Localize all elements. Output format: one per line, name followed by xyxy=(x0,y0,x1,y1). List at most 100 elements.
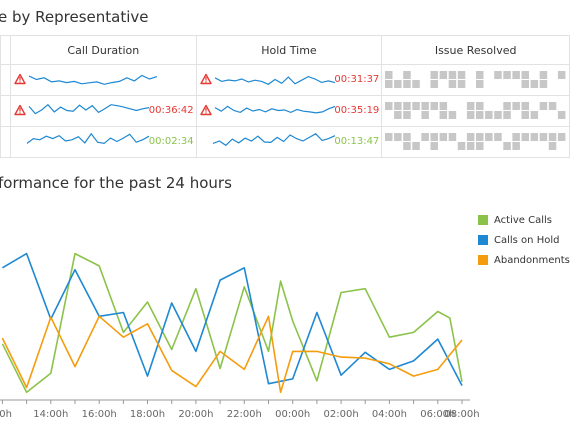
series-line-active-calls xyxy=(1,252,463,394)
win-loss-bar xyxy=(412,111,421,119)
table-header-row: Call Duration Hold Time Issue Resolved xyxy=(0,35,570,65)
sparkline-trend xyxy=(214,75,335,85)
win-loss-bar xyxy=(467,133,475,141)
x-tick-label: 02:00h xyxy=(324,409,359,420)
win-loss-bar xyxy=(385,142,393,150)
win-loss-bar xyxy=(530,80,539,88)
win-loss-bar xyxy=(421,71,430,79)
x-tick-label: 00h xyxy=(0,409,12,420)
win-loss-bar xyxy=(494,102,502,110)
win-loss-bar xyxy=(439,80,448,88)
win-loss-bar xyxy=(430,102,439,110)
win-loss-bar xyxy=(467,80,475,88)
win-loss-bar xyxy=(530,142,539,150)
win-loss-bar xyxy=(558,80,566,88)
win-loss-bar xyxy=(458,142,466,150)
table-header-issue-resolved: Issue Resolved xyxy=(381,35,570,65)
table-row[interactable]: 00:02:34 00:13:47 xyxy=(0,126,570,158)
win-loss-bar xyxy=(549,80,557,88)
win-loss-bar xyxy=(412,102,421,110)
win-loss-bar xyxy=(421,80,430,88)
sparkline-trend xyxy=(212,133,335,147)
win-loss-bar xyxy=(430,111,439,119)
win-loss-bar xyxy=(521,71,530,79)
hold-time-cell: 00:31:37 xyxy=(195,64,383,96)
x-tick-label: 18:00h xyxy=(130,409,165,420)
legend-item-abandonments[interactable]: Abandonments xyxy=(478,250,570,270)
win-loss-bar xyxy=(521,142,530,150)
win-loss-bar xyxy=(421,142,430,150)
win-loss-bar xyxy=(430,142,439,150)
hold_time-value: 00:13:47 xyxy=(334,136,380,147)
win-loss-bar xyxy=(521,102,530,110)
hold-time-cell: 00:13:47 xyxy=(195,126,383,158)
win-loss-bar xyxy=(503,80,512,88)
win-loss-bar xyxy=(412,80,421,88)
win-loss-bar xyxy=(430,71,439,79)
win-loss-bar xyxy=(458,80,466,88)
table-header-call-duration: Call Duration xyxy=(9,35,197,65)
win-loss-bar xyxy=(549,111,557,119)
win-loss-bar xyxy=(476,71,484,79)
call-duration-cell: 00:02:34 xyxy=(9,126,197,158)
call-duration-cell: 00:36:42 xyxy=(9,95,197,127)
x-tick-label: 16:00h xyxy=(82,409,117,420)
table-header-hold-time: Hold Time xyxy=(195,35,383,65)
hold-time-cell: 00:35:19 xyxy=(195,95,383,127)
legend-label-abandonments: Abandonments xyxy=(494,254,570,266)
win-loss-bar xyxy=(549,133,557,141)
win-loss-bar xyxy=(403,71,411,79)
win-loss-bar xyxy=(439,142,448,150)
win-loss-bar xyxy=(439,133,448,141)
win-loss-bar xyxy=(458,102,466,110)
win-loss-bar xyxy=(558,71,566,79)
win-loss-bar xyxy=(512,142,521,150)
win-loss-bar xyxy=(421,133,430,141)
win-loss-bar xyxy=(467,142,475,150)
win-loss-bar xyxy=(539,111,548,119)
sparkline-hold_time xyxy=(199,104,335,116)
call_duration-value: 00:36:42 xyxy=(148,105,194,116)
win-loss-bar xyxy=(394,80,402,88)
win-loss-bar xyxy=(512,102,521,110)
issue-resolved-cell xyxy=(381,95,570,127)
win-loss-bar xyxy=(521,133,530,141)
win-loss-bar xyxy=(485,102,493,110)
win-loss-bar xyxy=(503,142,512,150)
win-loss-bar xyxy=(439,71,448,79)
win-loss-bar xyxy=(458,71,466,79)
win-loss-bar xyxy=(485,133,493,141)
win-loss-bar xyxy=(394,71,402,79)
win-loss-bar xyxy=(476,142,484,150)
legend-item-calls-on-hold[interactable]: Calls on Hold xyxy=(478,230,570,250)
win-loss-bar xyxy=(439,111,448,119)
win-loss-bar xyxy=(448,80,457,88)
legend-swatch-abandonments xyxy=(478,255,488,265)
call_duration-value: 00:02:34 xyxy=(148,136,194,147)
legend-item-active-calls[interactable]: Active Calls xyxy=(478,210,570,230)
win-loss-bar xyxy=(494,80,502,88)
win-loss-bar xyxy=(521,111,530,119)
win-loss-bar xyxy=(403,102,411,110)
win-loss-bar xyxy=(549,142,557,150)
warning-icon xyxy=(199,73,212,85)
win-loss-bar xyxy=(539,133,548,141)
win-loss-bar xyxy=(530,71,539,79)
win-loss-bar xyxy=(503,71,512,79)
table-row[interactable]: 00:36:42 00:35:19 xyxy=(0,95,570,127)
win-loss-bar xyxy=(385,102,393,110)
win-loss-bar xyxy=(512,80,521,88)
x-tick-label: 14:00h xyxy=(33,409,68,420)
table-row[interactable]: 00:31:37 xyxy=(0,64,570,96)
win-loss-bar xyxy=(476,80,484,88)
win-loss-bar xyxy=(512,133,521,141)
win-loss-bar xyxy=(448,111,457,119)
win-loss-bar xyxy=(448,142,457,150)
x-tick-label: 20:00h xyxy=(178,409,213,420)
x-tick-label: 08:00h xyxy=(444,409,479,420)
win-loss-bar xyxy=(485,111,493,119)
win-loss-bar xyxy=(403,142,411,150)
win-loss-bar xyxy=(530,111,539,119)
win-loss-bar xyxy=(485,142,493,150)
win-loss-bar xyxy=(512,71,521,79)
